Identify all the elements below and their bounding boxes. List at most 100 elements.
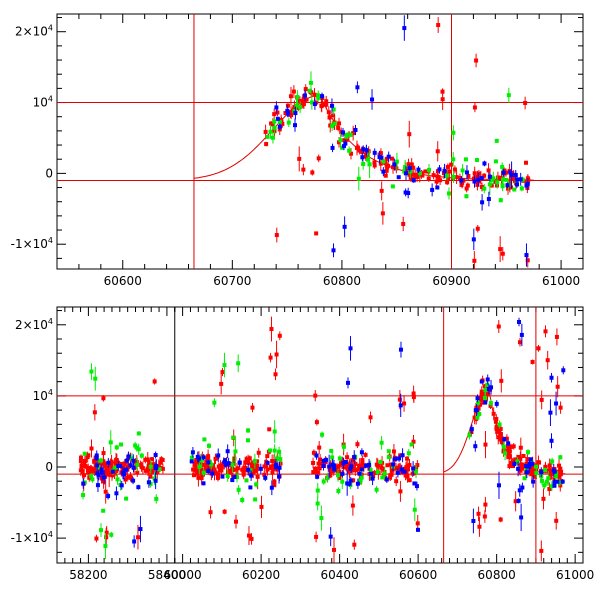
data-point — [250, 405, 255, 410]
data-point — [435, 185, 440, 190]
data-point — [272, 448, 277, 453]
data-point — [469, 427, 474, 432]
data-point — [376, 463, 381, 468]
data-point — [415, 521, 420, 526]
data-point — [473, 444, 478, 449]
y-tick-label-base: 0 — [45, 166, 53, 180]
data-point — [361, 162, 366, 167]
data-point — [478, 396, 483, 401]
data-point — [543, 467, 548, 472]
data-point — [471, 237, 476, 242]
data-point — [313, 393, 318, 398]
data-point — [454, 175, 459, 180]
data-point — [316, 461, 321, 466]
data-point — [552, 483, 557, 488]
data-point — [407, 478, 412, 483]
data-point — [344, 465, 349, 470]
data-point — [464, 194, 469, 199]
data-point — [236, 487, 241, 492]
data-point — [263, 129, 268, 134]
data-point — [440, 97, 445, 102]
data-point — [241, 472, 246, 477]
data-point — [191, 467, 196, 472]
data-point — [487, 174, 492, 179]
data-point — [557, 480, 562, 485]
data-point — [431, 173, 436, 178]
y-tick-label: 2×104 — [15, 317, 53, 332]
data-point — [104, 535, 109, 540]
data-point — [367, 462, 372, 467]
data-point — [388, 475, 393, 480]
data-point — [381, 169, 386, 174]
data-point — [550, 459, 555, 464]
data-point — [341, 444, 346, 449]
data-point — [329, 103, 334, 108]
data-point — [270, 459, 275, 464]
data-point — [277, 124, 282, 129]
data-point — [152, 476, 157, 481]
data-point — [222, 363, 227, 368]
data-point — [132, 539, 137, 544]
data-point — [441, 171, 446, 176]
data-point — [561, 368, 566, 373]
data-point — [502, 437, 507, 442]
data-point — [193, 466, 198, 471]
data-point — [262, 472, 267, 477]
data-point — [272, 429, 277, 434]
data-point — [280, 121, 285, 126]
data-point — [560, 479, 565, 484]
data-point — [400, 453, 405, 458]
data-point — [292, 104, 297, 109]
data-point — [430, 187, 435, 192]
data-point — [322, 102, 327, 107]
x-tick-label: 60700 — [213, 274, 251, 288]
data-point — [152, 379, 157, 384]
data-point — [545, 479, 550, 484]
data-point — [272, 479, 277, 484]
data-point — [479, 176, 484, 181]
data-point — [196, 475, 201, 480]
data-point — [504, 436, 509, 441]
data-point — [200, 462, 205, 467]
data-point — [496, 435, 501, 440]
data-point — [403, 165, 408, 170]
data-point — [126, 464, 131, 469]
data-point — [386, 154, 391, 159]
data-point — [220, 474, 225, 479]
data-point — [265, 454, 270, 459]
data-point — [449, 162, 454, 167]
data-point — [483, 442, 488, 447]
data-point — [235, 475, 240, 480]
data-point — [314, 453, 319, 458]
data-point — [98, 458, 103, 463]
data-point — [316, 93, 321, 98]
data-point — [554, 401, 559, 406]
data-point — [315, 501, 320, 506]
data-point — [491, 411, 496, 416]
data-point — [353, 468, 358, 473]
data-point — [101, 396, 106, 401]
data-point — [372, 150, 377, 155]
data-point — [494, 138, 499, 143]
data-point — [509, 460, 514, 465]
data-point — [396, 465, 401, 470]
data-point — [219, 468, 224, 473]
data-point — [536, 346, 541, 351]
data-point — [133, 443, 138, 448]
data-point — [81, 481, 86, 486]
data-point — [361, 147, 366, 152]
data-point — [352, 455, 357, 460]
data-point — [274, 105, 279, 110]
data-point — [530, 461, 535, 466]
data-point — [314, 231, 319, 236]
data-point — [103, 464, 108, 469]
data-point — [312, 102, 317, 107]
data-point — [98, 528, 103, 533]
data-point — [320, 432, 325, 437]
data-point — [386, 163, 391, 168]
data-point — [201, 470, 206, 475]
data-point — [272, 125, 277, 130]
data-point — [107, 472, 112, 477]
data-point — [517, 340, 522, 345]
